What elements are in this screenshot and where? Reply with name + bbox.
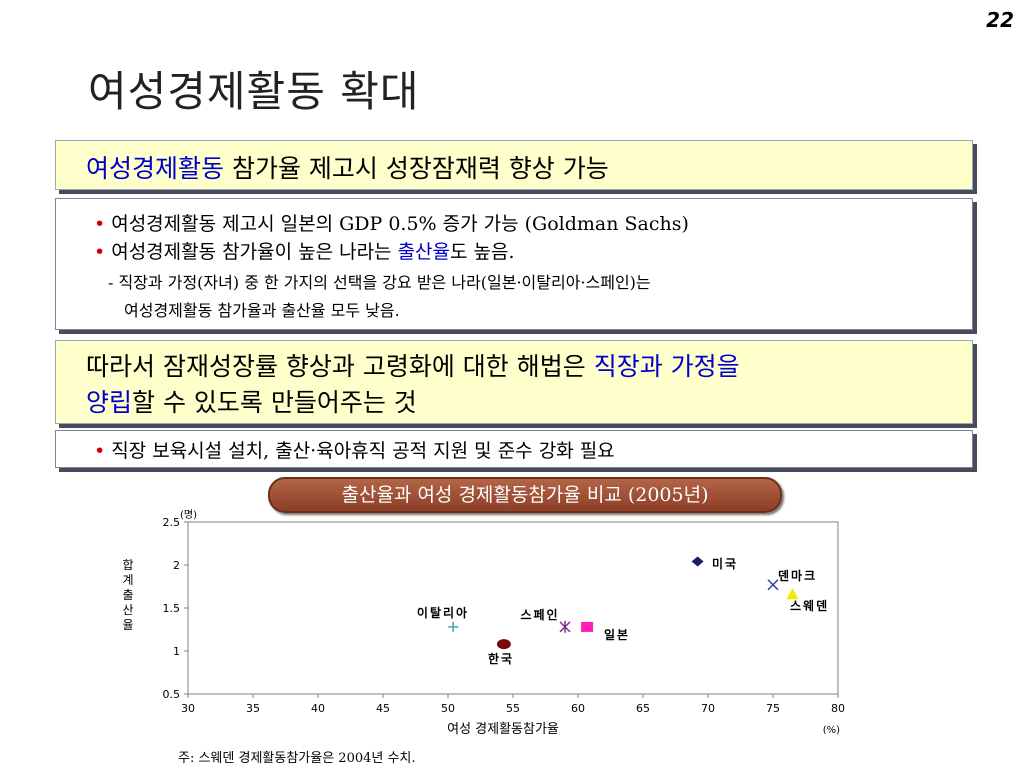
bullet-fertility: • 여성경제활동 참가율이 높은 나라는 출산율도 높음. [94, 237, 515, 264]
headline-text: 여성경제활동 참가율 제고시 성장잠재력 향상 가능 [86, 149, 609, 185]
x-tick-label: 70 [701, 702, 715, 715]
bullet-dot: • [94, 440, 106, 462]
bullet-dot: • [94, 213, 106, 235]
point-asterisk [559, 620, 571, 633]
bullet-gdp: • 여성경제활동 제고시 일본의 GDP 0.5% 증가 가능 (Goldman … [94, 209, 689, 236]
y-axis-label-char: 계 [122, 573, 133, 587]
y-tick-label: 2.5 [163, 516, 181, 529]
point-label: 미국 [712, 556, 738, 571]
x-axis-label: 여성 경제활동참가율 [447, 722, 559, 737]
chart-title-pill: 출산율과 여성 경제활동참가율 비교 (2005년) [268, 477, 782, 513]
x-unit-label: (%) [823, 725, 840, 736]
point-label: 스페인 [520, 607, 559, 622]
x-tick-label: 50 [441, 702, 455, 715]
headline-rest: 참가율 제고시 성장잠재력 향상 가능 [224, 154, 609, 183]
page-title: 여성경제활동 확대 [88, 67, 420, 116]
solution-line-2: 양립할 수 있도록 만들어주는 것 [86, 383, 417, 419]
x-tick-label: 75 [766, 702, 780, 715]
y-tick-label: 1.5 [163, 602, 181, 615]
y-axis-label-char: 출 [122, 588, 133, 602]
sub-point-low: 여성경제활동 참가율과 출산율 모두 낮음. [124, 301, 400, 320]
y-axis-label-char: 율 [122, 618, 133, 632]
headline-box: 여성경제활동 참가율 제고시 성장잠재력 향상 가능 [55, 140, 973, 190]
bullet-fertility-after: 도 높음. [450, 241, 515, 263]
chart-footnote: 주: 스웨덴 경제활동참가율은 2004년 수치. [178, 751, 416, 766]
solution-line-1-highlight: 직장과 가정을 [593, 352, 740, 381]
x-tick-label: 45 [376, 702, 390, 715]
solution-line-2-highlight: 양립 [86, 388, 133, 417]
x-tick-label: 65 [636, 702, 650, 715]
point-diamond [691, 556, 704, 567]
solution-line-1: 따라서 잠재성장률 향상과 고령화에 대한 해법은 직장과 가정을 [86, 347, 740, 383]
y-unit-label: (명) [180, 509, 197, 521]
bullet-action: • 직장 보육시설 설치, 출산·육아휴직 공적 지원 및 준수 강화 필요 [94, 436, 615, 463]
x-tick-label: 30 [181, 702, 195, 715]
page-number: 22 [986, 8, 1014, 32]
point-square [581, 621, 594, 632]
bullet-fertility-highlight: 출산율 [397, 241, 451, 263]
point-plus [448, 621, 459, 632]
point-label: 한국 [488, 651, 514, 666]
point-triangle [786, 588, 799, 600]
solution-line-1-text: 따라서 잠재성장률 향상과 고령화에 대한 해법은 [86, 352, 594, 381]
bullet-action-text: 직장 보육시설 설치, 출산·육아휴직 공적 지원 및 준수 강화 필요 [111, 440, 615, 462]
point-label: 스웨덴 [790, 598, 829, 613]
x-tick-label: 40 [311, 702, 325, 715]
point-label: 이탈리아 [417, 605, 469, 620]
bullet-fertility-before: 여성경제활동 참가율이 높은 나라는 [111, 241, 398, 263]
y-tick-label: 0.5 [163, 688, 181, 701]
point-label: 덴마크 [778, 568, 817, 583]
bullet-dot: • [94, 241, 106, 263]
solution-box: 따라서 잠재성장률 향상과 고령화에 대한 해법은 직장과 가정을 양립할 수 … [55, 340, 973, 424]
action-box: • 직장 보육시설 설치, 출산·육아휴직 공적 지원 및 준수 강화 필요 [55, 430, 973, 468]
bullet-gdp-text: 여성경제활동 제고시 일본의 GDP 0.5% 증가 가능 (Goldman S… [111, 213, 689, 235]
y-axis-label-char: 합 [122, 558, 133, 572]
x-tick-label: 60 [571, 702, 585, 715]
x-tick-label: 80 [831, 702, 845, 715]
point-circle [496, 639, 511, 650]
plot-area [187, 521, 839, 695]
y-tick-label: 2 [173, 559, 180, 572]
points-box: • 여성경제활동 제고시 일본의 GDP 0.5% 증가 가능 (Goldman … [55, 198, 973, 330]
x-tick-label: 55 [506, 702, 520, 715]
point-label: 일본 [604, 628, 630, 642]
sub-point-choice: - 직장과 가정(자녀) 중 한 가지의 선택을 강요 받은 나라(일본·이탈리… [108, 273, 651, 292]
y-tick-label: 1 [173, 645, 180, 658]
solution-line-2-text: 할 수 있도록 만들어주는 것 [132, 388, 417, 417]
point-x [767, 579, 779, 591]
chart-title: 출산율과 여성 경제활동참가율 비교 (2005년) [341, 484, 709, 506]
x-tick-label: 35 [246, 702, 260, 715]
y-axis-label-char: 산 [122, 603, 133, 617]
headline-highlight: 여성경제활동 [86, 154, 225, 183]
